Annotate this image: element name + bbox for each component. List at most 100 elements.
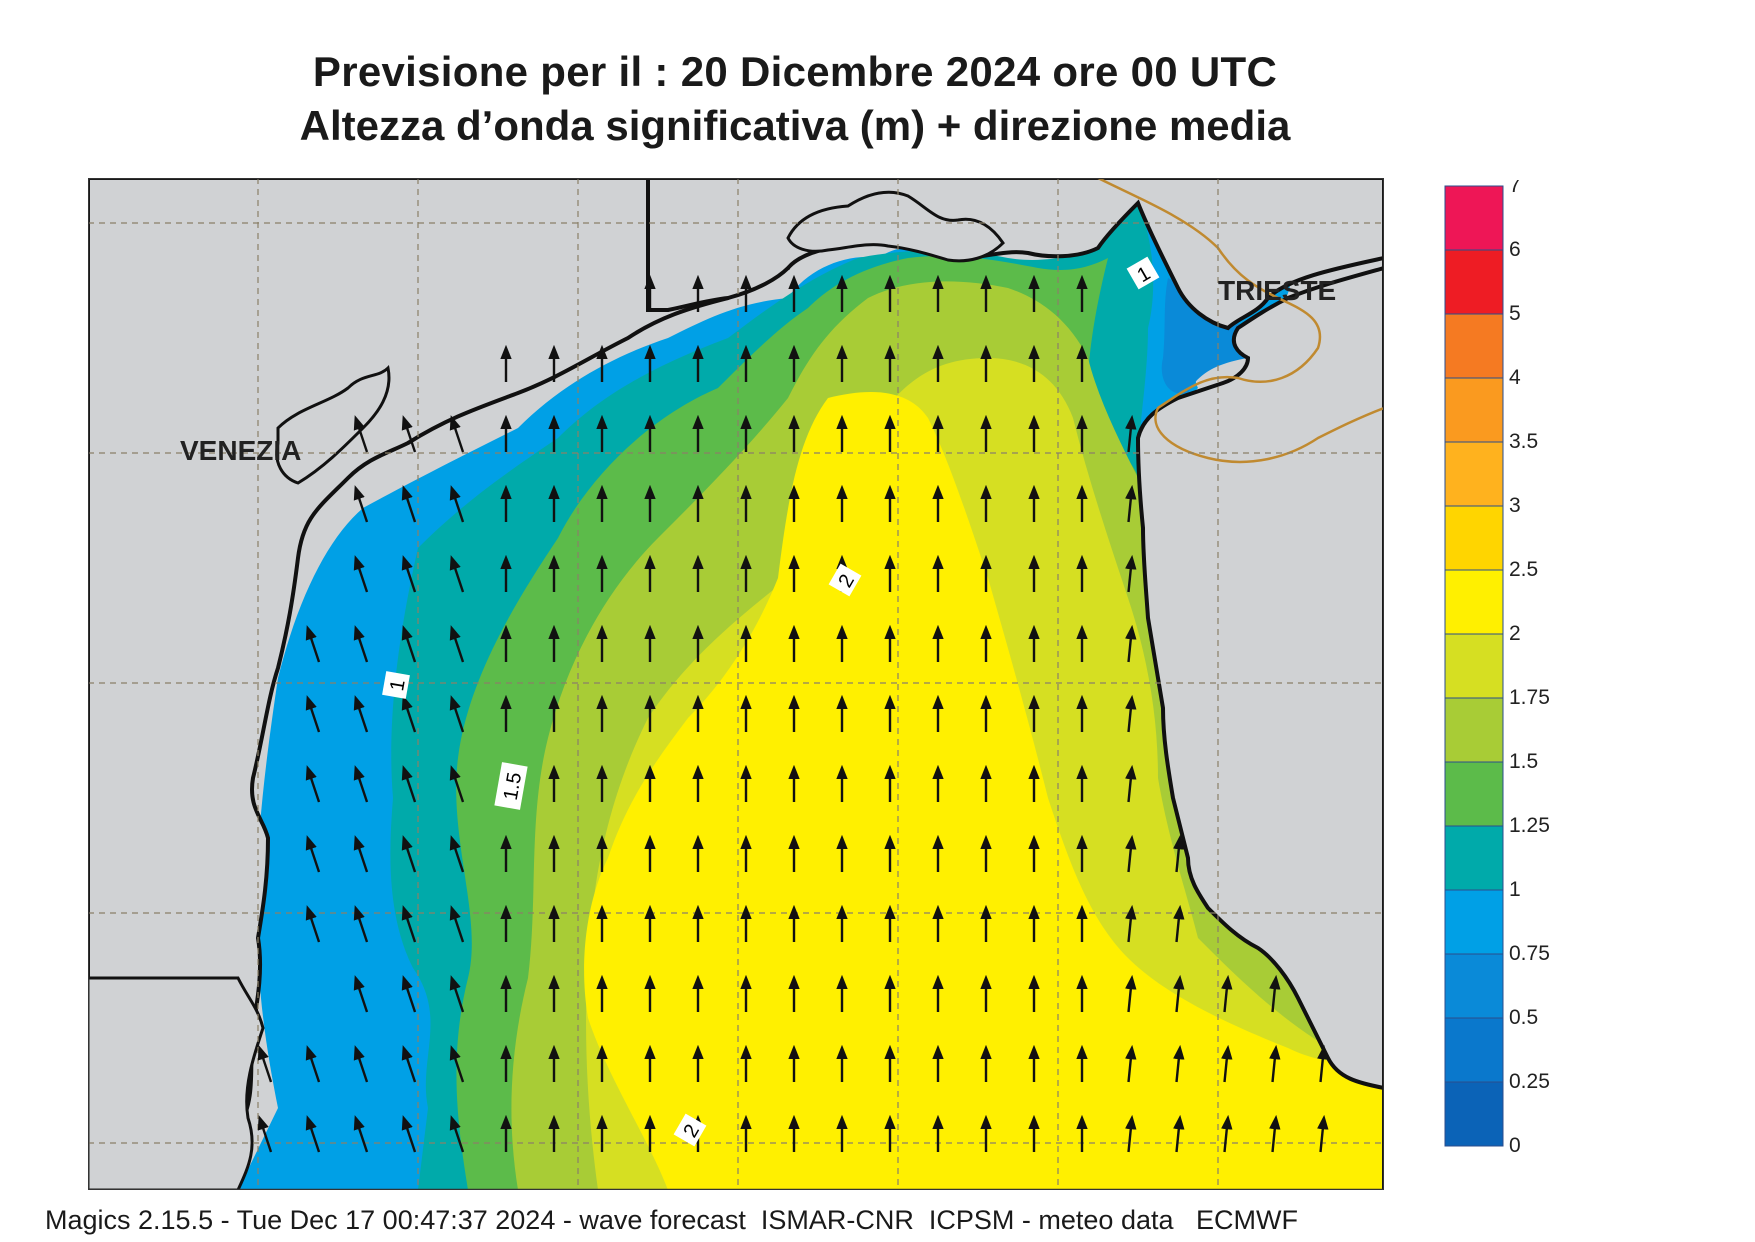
direction-arrow xyxy=(449,975,465,1013)
map-frame xyxy=(88,178,1384,1190)
title-line-2: Altezza d’onda significativa (m) + direz… xyxy=(299,102,1291,149)
legend-tick-label: 1 xyxy=(1509,878,1521,901)
legend-tick-label: 5 xyxy=(1509,302,1521,325)
direction-arrow xyxy=(401,905,417,943)
direction-arrow xyxy=(449,835,465,873)
direction-arrow xyxy=(353,625,369,663)
contour-label-1-east: 1 xyxy=(1126,256,1160,290)
legend-swatch xyxy=(1444,377,1504,443)
direction-arrow xyxy=(1125,834,1137,873)
direction-arrow xyxy=(1221,1044,1233,1083)
direction-arrow xyxy=(449,1115,465,1153)
direction-arrow xyxy=(449,1045,465,1083)
direction-arrow xyxy=(401,835,417,873)
direction-arrow xyxy=(257,1115,273,1153)
contour-label-2-south: 2 xyxy=(673,1113,707,1147)
direction-arrow xyxy=(305,625,321,663)
legend-tick-label: 3 xyxy=(1509,494,1521,517)
legend-swatch xyxy=(1444,1081,1504,1147)
direction-arrow xyxy=(401,555,417,593)
legend-tick-label: 1.5 xyxy=(1509,750,1538,773)
direction-arrow xyxy=(353,485,369,523)
lagoon-islands xyxy=(275,364,391,485)
legend-swatch xyxy=(1444,825,1504,891)
color-scale-legend: 0 0.25 0.5 0.75 1 1.25 1.5 1.75 2 2.5 3 3.5 4 5 6 7 xyxy=(1444,180,1550,1152)
direction-arrow xyxy=(1125,974,1137,1013)
contour-label-1.5: 1.5 xyxy=(494,762,528,810)
title-line-1: Previsione per il : 20 Dicembre 2024 ore… xyxy=(312,48,1278,95)
direction-arrow xyxy=(353,835,369,873)
direction-arrow xyxy=(449,765,465,803)
legend-tick-label: 0.25 xyxy=(1509,1070,1550,1093)
legend-tick-label: 0.5 xyxy=(1509,1006,1538,1029)
direction-arrow xyxy=(401,975,417,1013)
direction-arrow xyxy=(401,625,417,663)
graticule xyxy=(88,178,1384,1190)
svg-text:1.5: 1.5 xyxy=(500,771,526,802)
legend-swatch xyxy=(1444,185,1504,251)
direction-arrow xyxy=(353,975,369,1013)
contour-label-2-center: 2 xyxy=(828,563,862,597)
legend-tick-label: 1.75 xyxy=(1509,686,1550,709)
place-label-venezia: VENEZIA xyxy=(180,435,301,466)
direction-arrow xyxy=(1173,974,1185,1013)
direction-arrow xyxy=(305,905,321,943)
direction-arrow xyxy=(353,1115,369,1153)
direction-arrow xyxy=(1125,554,1137,593)
legend-swatch xyxy=(1444,697,1504,763)
legend-swatch xyxy=(1444,249,1504,315)
legend-tick-label: 0 xyxy=(1509,1134,1521,1152)
direction-arrow xyxy=(1125,1044,1137,1083)
direction-arrow xyxy=(401,1115,417,1153)
svg-text:1: 1 xyxy=(386,678,410,693)
legend-tick-label: 2.5 xyxy=(1509,558,1538,581)
direction-arrow xyxy=(449,905,465,943)
wave-direction-arrows xyxy=(257,274,1329,1153)
legend-swatch xyxy=(1444,569,1504,635)
legend-swatch xyxy=(1444,633,1504,699)
direction-arrow xyxy=(1173,904,1185,943)
direction-arrow xyxy=(353,415,369,453)
legend-swatch xyxy=(1444,505,1504,571)
legend-tick-label: 2 xyxy=(1509,622,1521,645)
place-label-trieste: TRIESTE xyxy=(1218,275,1336,306)
direction-arrow xyxy=(1317,1044,1329,1083)
direction-arrow xyxy=(401,695,417,733)
legend-tick-label: 6 xyxy=(1509,238,1521,261)
direction-arrow xyxy=(1173,1044,1185,1083)
legend-tick-label: 3.5 xyxy=(1509,430,1538,453)
legend-swatch xyxy=(1444,313,1504,379)
direction-arrow xyxy=(401,765,417,803)
direction-arrow xyxy=(449,485,465,523)
direction-arrow xyxy=(305,695,321,733)
sea-band-2-2.5 xyxy=(584,392,1384,1190)
direction-arrow xyxy=(449,415,465,453)
legend-tick-label: 0.75 xyxy=(1509,942,1550,965)
legend-tick-label: 1.25 xyxy=(1509,814,1550,837)
direction-arrow xyxy=(305,765,321,803)
legend-swatch xyxy=(1444,761,1504,827)
direction-arrow xyxy=(401,415,417,453)
direction-arrow xyxy=(1269,1114,1281,1153)
footer-credits: Magics 2.15.5 - Tue Dec 17 00:47:37 2024… xyxy=(45,1205,1298,1235)
direction-arrow xyxy=(1125,904,1137,943)
direction-arrow xyxy=(1125,694,1137,733)
direction-arrow xyxy=(305,1115,321,1153)
direction-arrow xyxy=(1173,1114,1185,1153)
direction-arrow xyxy=(353,695,369,733)
legend-tick-label: 7 xyxy=(1509,180,1521,197)
wave-height-map: 1 1 1.5 2 2 VENEZIA TRIESTE xyxy=(88,178,1384,1190)
direction-arrow xyxy=(353,765,369,803)
direction-arrow xyxy=(353,905,369,943)
direction-arrow xyxy=(353,555,369,593)
direction-arrow xyxy=(257,1045,273,1083)
direction-arrow xyxy=(305,835,321,873)
direction-arrow xyxy=(305,1045,321,1083)
direction-arrow xyxy=(1221,1114,1233,1153)
direction-arrow xyxy=(1125,764,1137,803)
direction-arrow xyxy=(449,695,465,733)
legend-swatch xyxy=(1444,1017,1504,1083)
land-istria xyxy=(1135,238,1384,1190)
direction-arrow xyxy=(1269,1044,1281,1083)
legend-swatch xyxy=(1444,889,1504,955)
